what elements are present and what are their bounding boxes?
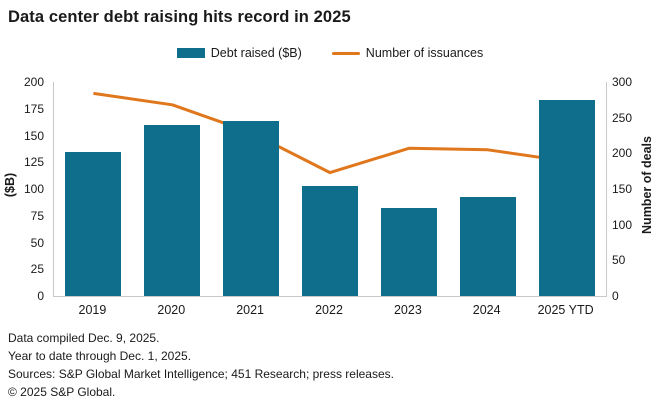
legend-bar-swatch (176, 48, 205, 58)
footer-line-ytd: Year to date through Dec. 1, 2025. (8, 349, 192, 363)
legend-item-issuances: Number of issuances (331, 46, 484, 60)
x-label-2020: 2020 (157, 303, 186, 317)
left-tick-25: 25 (30, 262, 44, 277)
left-axis-ticks: 0 25 50 75 100 125 150 175 200 (0, 75, 44, 303)
right-tick-200: 200 (612, 146, 633, 161)
left-tick-175: 175 (23, 101, 44, 116)
bar-2019 (65, 151, 122, 296)
bar-2020 (144, 124, 201, 296)
footer-line-sources: Sources: S&P Global Market Intelligence;… (8, 367, 394, 381)
footer-line-copyright: © 2025 S&P Global. (8, 385, 116, 399)
x-label-2024: 2024 (472, 303, 501, 317)
legend-item-debt-raised: Debt raised ($B) (176, 46, 302, 60)
page-title: Data center debt raising hits record in … (8, 8, 351, 26)
issuances-line (93, 91, 567, 175)
left-tick-200: 200 (23, 75, 44, 89)
x-label-2019: 2019 (78, 303, 107, 317)
x-label-2022: 2022 (315, 303, 343, 317)
right-axis-title: Number of deals (640, 136, 654, 234)
left-tick-125: 125 (23, 155, 44, 170)
legend-bar-label: Debt raised ($B) (210, 46, 302, 60)
right-tick-250: 250 (612, 110, 633, 125)
legend: Debt raised ($B) Number of issuances (0, 46, 660, 60)
footer-line-compiled: Data compiled Dec. 9, 2025. (8, 331, 160, 345)
left-tick-150: 150 (23, 128, 44, 143)
bar-2023 (380, 208, 437, 296)
legend-line-label: Number of issuances (365, 46, 484, 60)
right-tick-300: 300 (612, 75, 633, 89)
x-label-2025 YTD: 2025 YTD (537, 303, 594, 317)
left-tick-100: 100 (23, 182, 44, 196)
bar-2024 (459, 196, 516, 296)
right-tick-0: 0 (612, 289, 619, 303)
footer: Data compiled Dec. 9, 2025. Year to date… (8, 329, 394, 401)
bar-2022 (302, 185, 358, 296)
right-axis-ticks: 0 50 100 150 200 250 300 (612, 75, 656, 303)
x-label-2021: 2021 (236, 303, 264, 317)
plot-area (53, 82, 607, 297)
left-tick-0: 0 (37, 289, 44, 303)
left-axis-title: ($B) (3, 172, 17, 198)
left-tick-75: 75 (30, 208, 44, 223)
bar-2021 (223, 120, 280, 296)
x-axis-labels: 2019 2020 2021 2022 2023 2024 2025 YTD (53, 303, 605, 321)
right-tick-100: 100 (612, 217, 633, 232)
legend-line-swatch (331, 51, 360, 55)
x-label-2023: 2023 (393, 303, 422, 317)
right-tick-50: 50 (612, 253, 626, 268)
right-tick-150: 150 (612, 182, 633, 196)
bar-2025 YTD (538, 100, 595, 296)
left-tick-50: 50 (30, 235, 44, 250)
